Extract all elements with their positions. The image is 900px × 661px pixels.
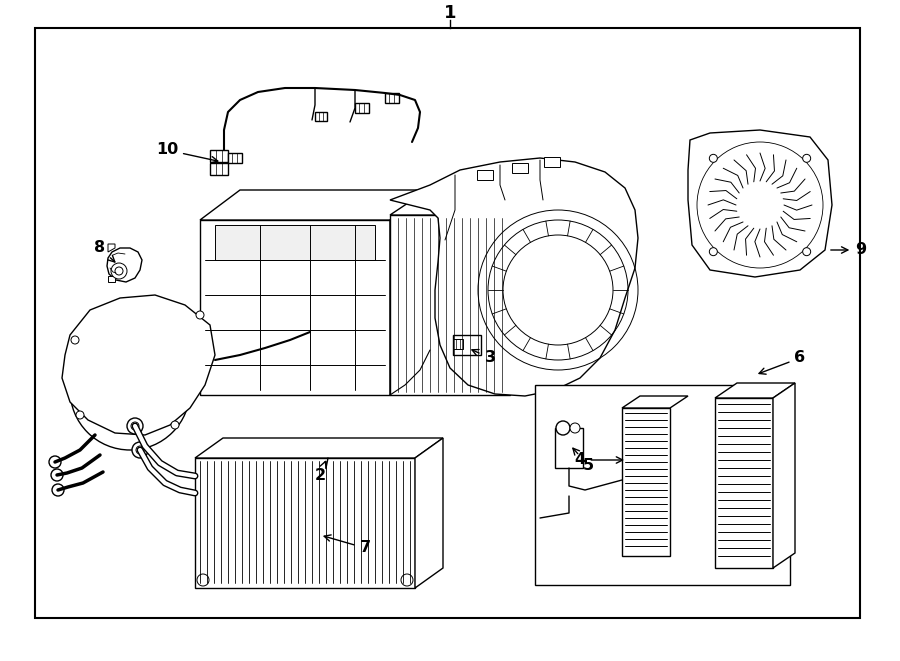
Circle shape <box>197 574 209 586</box>
Circle shape <box>325 446 335 456</box>
Text: 10: 10 <box>156 143 218 163</box>
Bar <box>453 339 463 349</box>
Circle shape <box>709 248 717 256</box>
Polygon shape <box>62 295 215 435</box>
Polygon shape <box>622 408 670 556</box>
Circle shape <box>49 456 61 468</box>
Bar <box>544 157 560 167</box>
Bar <box>35 28 860 618</box>
Bar <box>355 103 369 113</box>
Bar <box>512 163 528 173</box>
Circle shape <box>401 574 413 586</box>
Text: 3: 3 <box>472 350 496 366</box>
Circle shape <box>76 411 84 419</box>
Circle shape <box>90 350 170 430</box>
Text: 9: 9 <box>831 243 866 258</box>
Polygon shape <box>622 396 688 408</box>
Circle shape <box>115 267 123 275</box>
Circle shape <box>131 422 139 430</box>
Circle shape <box>709 154 717 163</box>
Circle shape <box>196 311 204 319</box>
Polygon shape <box>200 190 430 220</box>
Circle shape <box>111 263 127 279</box>
Circle shape <box>171 421 179 429</box>
Bar <box>477 170 493 180</box>
Polygon shape <box>195 458 415 588</box>
Bar <box>453 335 481 355</box>
Text: 8: 8 <box>94 241 115 262</box>
Circle shape <box>556 421 570 435</box>
Text: 7: 7 <box>324 535 371 555</box>
Circle shape <box>51 469 63 481</box>
Circle shape <box>692 137 828 273</box>
Circle shape <box>702 147 818 263</box>
Bar <box>228 153 242 163</box>
Text: 6: 6 <box>759 350 806 374</box>
Polygon shape <box>108 244 115 252</box>
Text: 2: 2 <box>314 461 326 483</box>
Polygon shape <box>390 215 510 395</box>
Polygon shape <box>390 158 638 396</box>
Polygon shape <box>390 190 430 395</box>
Polygon shape <box>195 438 443 458</box>
Circle shape <box>132 442 148 458</box>
Circle shape <box>752 197 768 213</box>
Bar <box>555 428 583 468</box>
Bar <box>535 385 790 585</box>
Polygon shape <box>390 195 540 215</box>
Polygon shape <box>415 438 443 588</box>
Polygon shape <box>215 225 375 260</box>
Bar <box>320 444 340 458</box>
Circle shape <box>570 423 580 433</box>
Text: 1: 1 <box>444 4 456 22</box>
Bar <box>210 150 228 162</box>
Polygon shape <box>107 248 142 282</box>
Circle shape <box>136 446 144 454</box>
Circle shape <box>738 183 782 227</box>
Polygon shape <box>773 383 795 568</box>
Polygon shape <box>688 130 832 277</box>
Bar <box>315 112 327 121</box>
Circle shape <box>52 484 64 496</box>
Text: 5: 5 <box>573 448 594 473</box>
Polygon shape <box>715 398 773 568</box>
Text: 4: 4 <box>574 453 623 467</box>
Circle shape <box>71 336 79 344</box>
Circle shape <box>70 330 190 450</box>
Circle shape <box>803 248 811 256</box>
Circle shape <box>127 418 143 434</box>
Bar <box>210 163 228 175</box>
Polygon shape <box>200 220 390 395</box>
Circle shape <box>112 372 148 408</box>
Bar <box>385 93 399 103</box>
Circle shape <box>803 154 811 163</box>
Polygon shape <box>108 276 115 282</box>
Polygon shape <box>715 383 795 398</box>
